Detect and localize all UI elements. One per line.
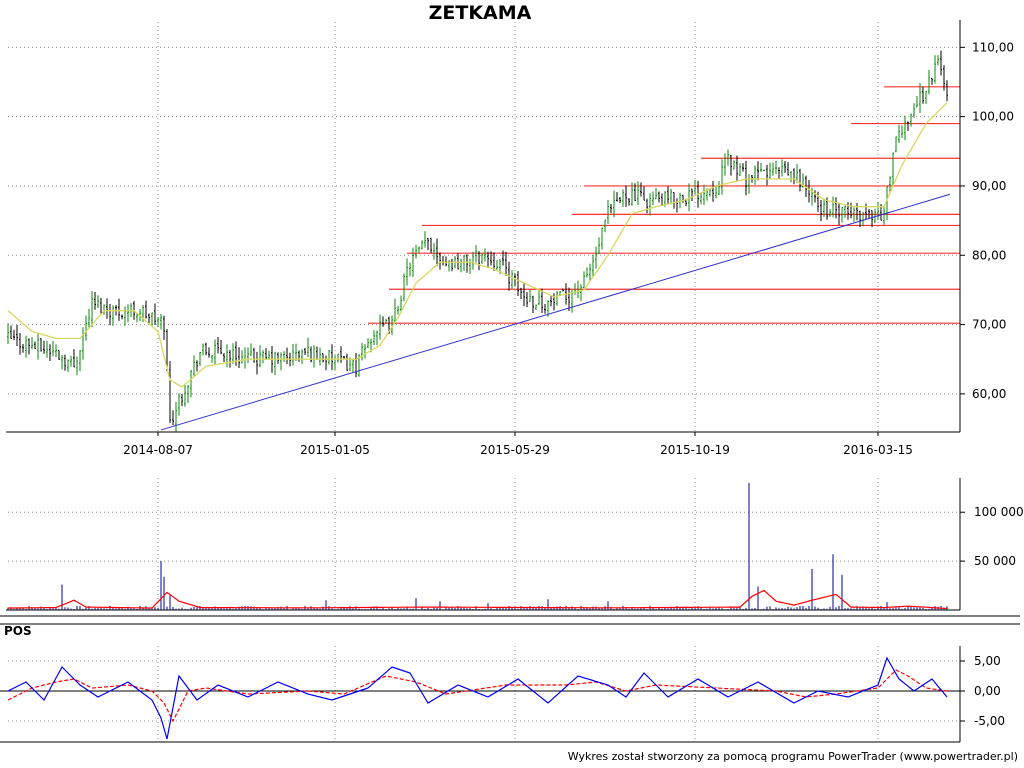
support-resistance-levels [368,86,960,324]
chart-title: ZETKAMA [428,2,532,24]
x-tick-label: 2014-08-07 [123,443,193,457]
y-tick-label: 0,00 [974,684,1001,698]
y-tick-label: 90,00 [972,179,1006,193]
y-tick-label: 100,00 [972,110,1014,124]
y-tick-label: 5,00 [974,654,1001,668]
pos-panel-title: POS [4,624,32,638]
x-tick-label: 2015-01-05 [300,443,370,457]
x-tick-label: 2015-10-19 [660,443,730,457]
price-bars [7,50,948,432]
x-tick-label: 2015-05-29 [480,443,550,457]
pos-signal-line [7,669,948,723]
y-tick-label: 80,00 [972,248,1006,262]
volume-panel: 50 000 100 000 [0,478,1024,617]
y-tick-label: 100 000 [974,505,1024,519]
volume-average-line [8,589,948,610]
price-axes: 2014-08-07 2015-01-05 2015-05-29 2015-10-19… [6,20,1014,457]
footer-credit: Wykres został stworzony za pomocą progra… [567,750,1018,763]
y-tick-label: 70,00 [972,318,1006,332]
y-tick-label: 110,00 [972,40,1014,54]
moving-average-line [7,102,948,388]
y-tick-label: -5,00 [974,714,1005,728]
y-tick-label: 60,00 [972,387,1006,401]
pos-panel: -5,00 0,00 5,00 [0,623,1020,743]
price-grid [8,22,960,742]
price-lines [7,102,951,431]
y-tick-label: 50 000 [974,554,1016,568]
trend-line [160,193,951,431]
x-tick-label: 2016-03-15 [843,443,913,457]
pos-line [7,656,948,740]
